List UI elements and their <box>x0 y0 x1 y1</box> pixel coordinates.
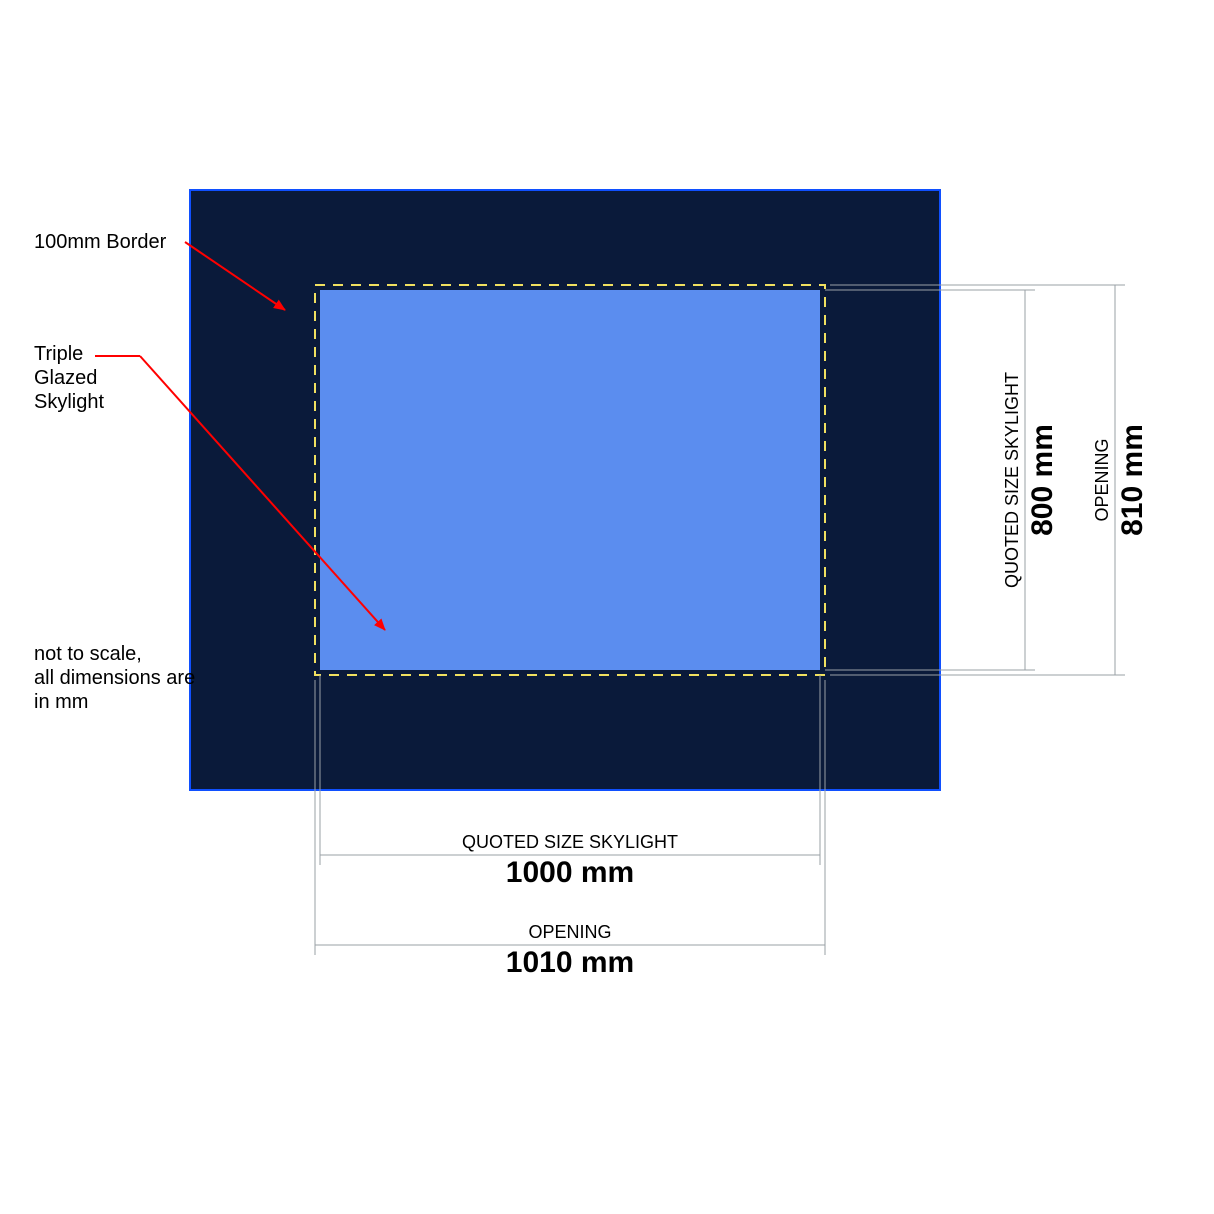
dim-width-quoted-value: 1000 mm <box>506 856 634 889</box>
note-line-2: all dimensions are <box>34 667 195 689</box>
dim-width-opening-label: OPENING <box>528 922 611 942</box>
glazing-callout-label-1: Triple <box>34 343 83 365</box>
glazing-callout-label-2: Glazed <box>34 367 97 389</box>
note-line-1: not to scale, <box>34 643 142 665</box>
border-callout-label: 100mm Border <box>34 231 167 253</box>
skylight-diagram: 100mm Border Triple Glazed Skylight not … <box>0 0 1214 1214</box>
glazing-callout-label-3: Skylight <box>34 391 104 413</box>
dim-width-quoted-label: QUOTED SIZE SKYLIGHT <box>462 832 678 852</box>
dim-width-opening-value: 1010 mm <box>506 946 634 979</box>
dim-height-opening-value: 810 mm <box>1116 424 1149 536</box>
dim-height-opening-label: OPENING <box>1092 438 1112 521</box>
dim-height-quoted-value: 800 mm <box>1026 424 1059 536</box>
dim-height-quoted-label: QUOTED SIZE SKYLIGHT <box>1002 372 1022 588</box>
glazing-panel <box>320 290 820 670</box>
note-line-3: in mm <box>34 691 88 713</box>
